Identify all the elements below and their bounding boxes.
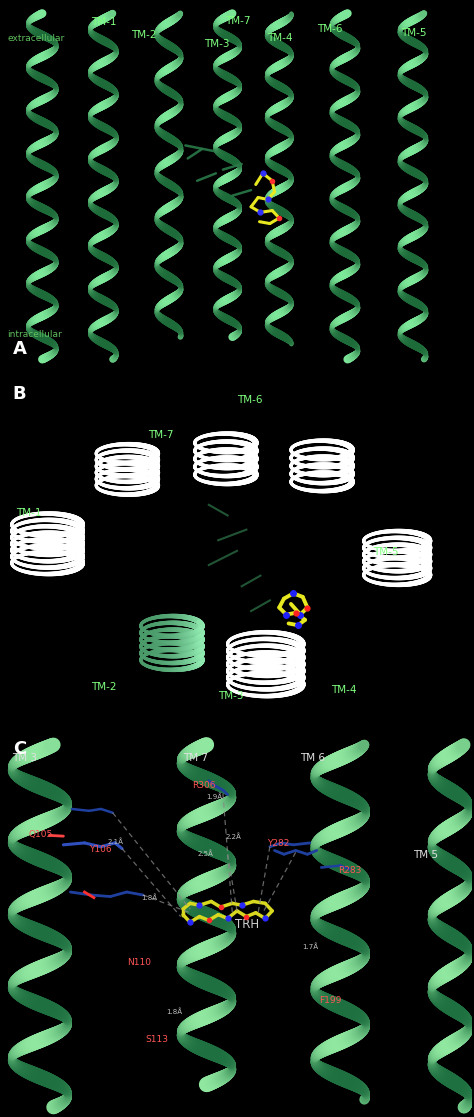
Text: TM-7: TM-7	[225, 17, 251, 27]
Text: 1.9Å: 1.9Å	[207, 793, 223, 800]
Text: Y106: Y106	[89, 844, 112, 853]
Text: C: C	[13, 741, 26, 758]
Text: TM 5: TM 5	[413, 850, 438, 860]
Text: 1.7Å: 1.7Å	[303, 943, 319, 949]
Text: S113: S113	[146, 1035, 168, 1044]
Text: R306: R306	[192, 781, 216, 790]
Text: TM 3: TM 3	[12, 753, 37, 763]
Text: TM-6: TM-6	[237, 395, 263, 405]
Text: TM-7: TM-7	[148, 430, 173, 440]
Text: TM-5: TM-5	[401, 28, 427, 38]
Text: F199: F199	[319, 996, 341, 1005]
Text: TM-6: TM-6	[317, 23, 342, 34]
Text: TM 6: TM 6	[301, 753, 325, 763]
Text: TM-5: TM-5	[373, 547, 399, 557]
Text: TM-4: TM-4	[267, 32, 293, 42]
Text: TM-3: TM-3	[204, 39, 229, 49]
Text: 1.8Å: 1.8Å	[166, 1009, 183, 1015]
Text: R283: R283	[338, 866, 361, 875]
Text: TM-1: TM-1	[17, 508, 42, 518]
Text: A: A	[13, 340, 27, 357]
Text: Y282: Y282	[267, 839, 290, 848]
Text: TM-4: TM-4	[331, 686, 356, 696]
Text: 2.1Å: 2.1Å	[108, 839, 124, 846]
Text: 2.2Å: 2.2Å	[225, 833, 241, 840]
Text: extracellular: extracellular	[7, 34, 64, 42]
Text: intracellular: intracellular	[7, 330, 62, 338]
Text: 2.5Å: 2.5Å	[197, 850, 213, 857]
Text: N110: N110	[127, 958, 151, 967]
Text: TM-2: TM-2	[91, 681, 117, 691]
Text: TM-2: TM-2	[131, 30, 157, 40]
Text: TM-3: TM-3	[218, 690, 244, 700]
Text: TM 7: TM 7	[183, 753, 208, 763]
Text: TM-1: TM-1	[91, 17, 117, 27]
Text: Q105: Q105	[28, 830, 53, 839]
Text: B: B	[13, 384, 27, 402]
Text: 1.8Å: 1.8Å	[141, 894, 157, 900]
Text: TRH: TRH	[235, 918, 259, 932]
